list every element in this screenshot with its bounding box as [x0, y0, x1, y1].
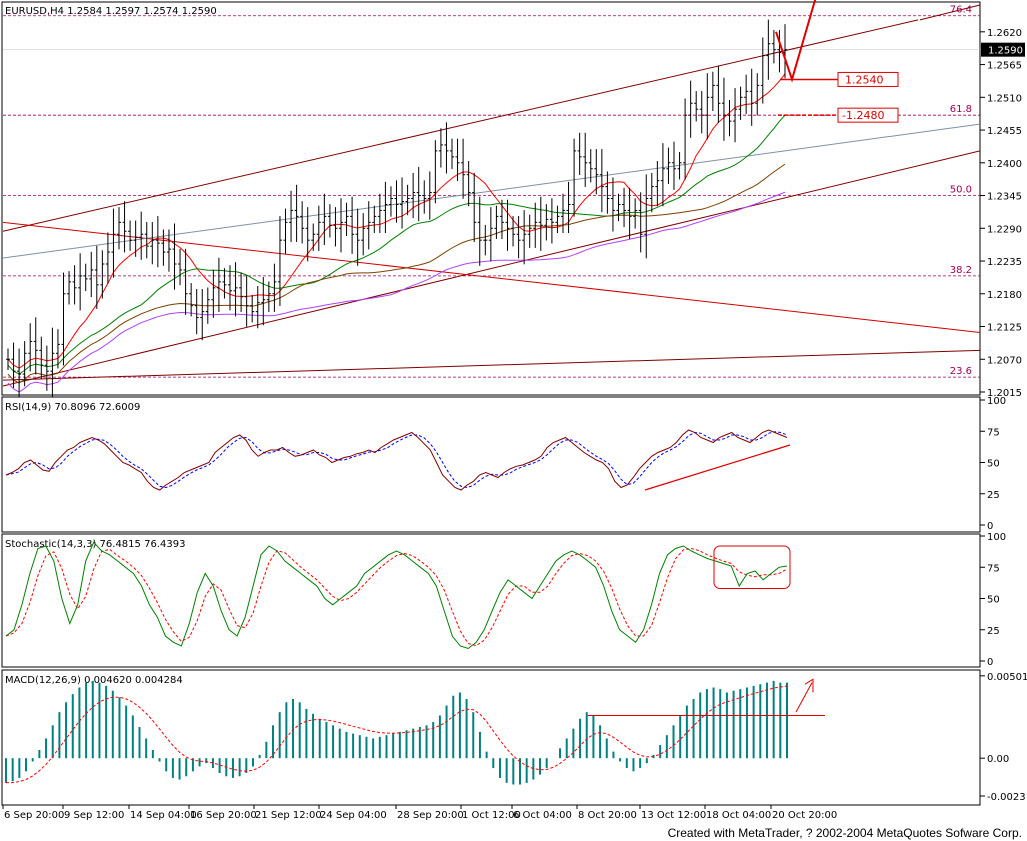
rsi-signal-line [5, 431, 788, 489]
ma-violet-line [7, 191, 786, 393]
fib-level-label: 38.2 [950, 265, 972, 276]
projection-arrow [775, 0, 817, 83]
x-axis-label: 28 Sep 20:00 [397, 810, 464, 821]
price-tick-label: 1.2620 [987, 28, 1022, 39]
stochastic-panel-frame [1, 533, 981, 668]
descending-resistance-line [2, 221, 981, 333]
price-tick-label: 1.2345 [987, 192, 1022, 203]
channel-upper-line [2, 19, 919, 232]
price-tick-label: 1.2455 [987, 126, 1022, 137]
channel-lower-line [2, 150, 981, 387]
support-label: 1.2540 [845, 73, 884, 86]
rsi-tick-label: 0 [987, 521, 993, 532]
rsi-tick-label: 25 [987, 490, 1000, 501]
x-axis-label: 24 Sep 04:00 [320, 810, 387, 821]
fib-support-label-box [837, 107, 899, 123]
stoch-tick-label: 100 [987, 532, 1006, 543]
price-tick-label: 1.2510 [987, 93, 1022, 104]
price-y-axis: 1.2620 1.2565 1.2510 1.2455 1.2400 1.2345 1.22… [3, 28, 1025, 399]
price-panel-frame [1, 1, 981, 396]
price-tick-label: 1.2290 [987, 224, 1022, 235]
x-axis-label: 18 Oct 04:00 [706, 810, 771, 821]
price-tick-label: 1.2180 [987, 290, 1022, 301]
x-axis-label: 16 Sep 20:00 [190, 810, 257, 821]
x-axis-label: 20 Oct 20:00 [772, 810, 837, 821]
current-price-label: 1.2590 [988, 46, 1023, 57]
stoch-tick-label: 0 [987, 657, 993, 668]
annotations: 目标1.27101.2540-1.2480 [775, 0, 899, 123]
base-support-line [2, 349, 981, 381]
macd-signal-line [5, 685, 788, 784]
current-price-tag [981, 42, 1025, 57]
fib-support-label: -1.2480 [842, 109, 884, 122]
stoch-tick-label: 75 [987, 563, 1000, 574]
stoch-signal-line [5, 547, 788, 647]
x-axis-label: 9 Sep 12:00 [64, 810, 124, 821]
stoch-highlight-box [713, 545, 791, 589]
rsi-panel-frame [1, 396, 981, 533]
rsi-tick-label: 75 [987, 427, 1000, 438]
fib-level-label: 61.8 [950, 104, 972, 115]
price-panel-title: EURUSD,H4 1.2584 1.2597 1.2574 1.2590 [5, 6, 217, 17]
x-axis-label: 14 Sep 04:00 [130, 810, 197, 821]
macd-panel-frame [1, 669, 981, 806]
median-gray-line [2, 123, 981, 259]
stochastic-panel: 100 75 50 25 0 [5, 532, 1006, 668]
macd-tick-label: -0.0023 [987, 792, 1026, 803]
stoch-tick-label: 50 [987, 595, 1000, 606]
price-bars [6, 19, 787, 397]
ma-green-line [7, 114, 786, 375]
ma-brown-line [7, 163, 786, 384]
x-axis-label: 6 Sep 20:00 [4, 810, 64, 821]
price-tick-label: 1.2125 [987, 323, 1022, 334]
macd-panel: 0.00501 0.00 -0.0023 [5, 672, 1027, 803]
macd-tick-label: 0.00 [987, 754, 1009, 765]
fib-level-label: 23.6 [950, 366, 972, 377]
price-tick-label: 1.2565 [987, 61, 1022, 72]
price-tick-label: 1.2400 [987, 159, 1022, 170]
rsi-trend-line [644, 444, 791, 491]
macd-tick-label: 0.00501 [987, 672, 1027, 683]
stoch-tick-label: 25 [987, 626, 1000, 637]
footer-copyright: Created with MetaTrader, ? 2002-2004 Met… [667, 826, 1022, 840]
rsi-main-line [5, 429, 788, 491]
macd-up-arrowhead [804, 678, 814, 693]
price-tick-label: 1.2235 [987, 257, 1022, 268]
rsi-panel: 100 75 50 25 0 [5, 396, 1006, 532]
price-tick-label: 1.2070 [987, 355, 1022, 366]
rsi-tick-label: 50 [987, 459, 1000, 470]
channel-lines [2, 4, 981, 387]
channel-upper-extension [919, 4, 981, 21]
fib-level-label: 50.0 [950, 185, 972, 196]
rsi-panel-title: RSI(14,9) 70.8096 72.6009 [5, 402, 140, 413]
macd-up-arrow [795, 682, 813, 713]
rsi-tick-label: 100 [987, 396, 1006, 407]
x-axis-label: 13 Oct 12:00 [641, 810, 706, 821]
stoch-main-line [5, 541, 788, 650]
x-axis-label: 1 Oct 12:00 [462, 810, 521, 821]
x-axis-label: 21 Sep 12:00 [255, 810, 322, 821]
x-axis-label: 8 Oct 20:00 [578, 810, 637, 821]
price-tick-label: 1.2015 [987, 388, 1022, 399]
macd-panel-title: MACD(12,26,9) 0.004620 0.004284 [5, 675, 183, 686]
x-axis-label: 6 Oct 04:00 [513, 810, 572, 821]
